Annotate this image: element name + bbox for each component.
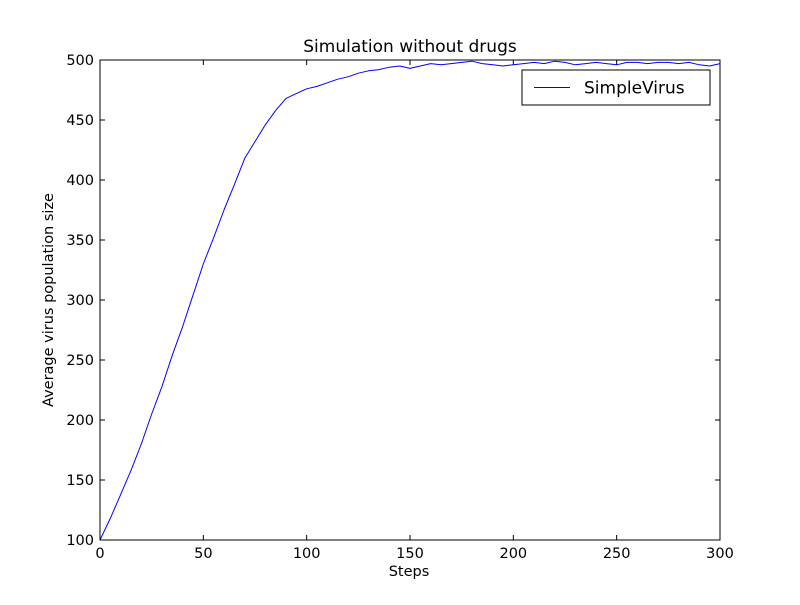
y-tick-label: 100 xyxy=(66,533,94,549)
chart-title: Simulation without drugs xyxy=(303,37,517,57)
x-tick-label: 300 xyxy=(706,546,734,562)
y-tick-label: 400 xyxy=(66,173,94,189)
y-tick-label: 200 xyxy=(66,413,94,429)
y-tick-label: 300 xyxy=(66,293,94,309)
y-axis-label: Average virus population size xyxy=(41,193,57,407)
series-line-simplevirus xyxy=(99,60,721,541)
x-tick-label: 50 xyxy=(194,546,212,562)
y-tick-label: 450 xyxy=(66,113,94,129)
x-tick-label: 150 xyxy=(396,546,424,562)
x-tick-label: 200 xyxy=(499,546,527,562)
axis-ticks: 0 50 100 150 200 250 300 100 150 200 250 300 350 400 4… xyxy=(66,53,734,562)
y-tick-label: 250 xyxy=(66,353,94,369)
y-tick-label: 350 xyxy=(66,233,94,249)
plot-frame xyxy=(99,59,721,541)
x-tick-label: 0 xyxy=(95,546,104,562)
y-tick-label: 500 xyxy=(66,53,94,69)
series-layer xyxy=(99,60,721,541)
x-tick-label: 100 xyxy=(293,546,321,562)
x-axis-label: Steps xyxy=(389,564,430,580)
legend: SimpleVirus xyxy=(521,69,711,106)
x-tick-label: 250 xyxy=(603,546,631,562)
legend-label: SimpleVirus xyxy=(584,79,685,99)
y-tick-label: 150 xyxy=(66,473,94,489)
